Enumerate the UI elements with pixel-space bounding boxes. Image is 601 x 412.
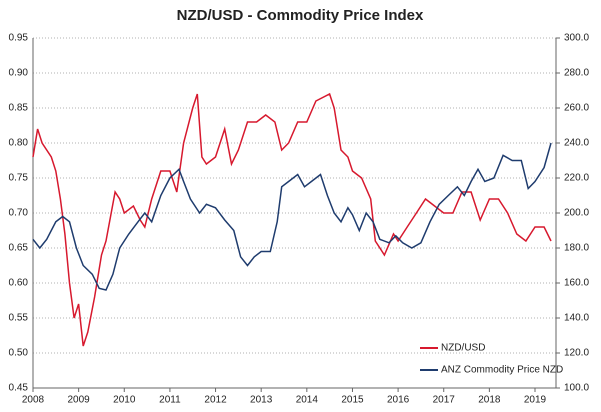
y-tick-label: 0.65 [9, 243, 29, 254]
x-tick-label: 2010 [113, 395, 136, 406]
legend-label: ANZ Commodity Price NZD [441, 365, 563, 376]
y2-tick-label: 180.0 [564, 243, 589, 254]
y2-tick-label: 160.0 [564, 278, 589, 289]
x-tick-label: 2013 [250, 395, 273, 406]
y-tick-label: 0.45 [9, 383, 29, 394]
y-tick-label: 0.85 [9, 103, 29, 114]
line [32, 142, 552, 291]
x-tick-label: 2017 [433, 395, 456, 406]
y2-tick-label: 300.0 [564, 33, 589, 44]
y-tick-label: 0.90 [9, 68, 29, 79]
y-tick-label: 0.60 [9, 278, 29, 289]
x-tick-label: 2012 [204, 395, 227, 406]
x-tick-label: 2014 [296, 395, 319, 406]
chart-title: NZD/USD - Commodity Price Index [177, 7, 424, 24]
y2-tick-label: 260.0 [564, 103, 589, 114]
y2-tick-label: 240.0 [564, 138, 589, 149]
y2-tick-label: 100.0 [564, 383, 589, 394]
y2-tick-label: 220.0 [564, 173, 589, 184]
y2-tick-label: 200.0 [564, 208, 589, 219]
line [32, 92, 552, 347]
y2-tick-label: 140.0 [564, 313, 589, 324]
x-tick-label: 2019 [524, 395, 547, 406]
x-tick-label: 2008 [22, 395, 45, 406]
x-tick-label: 2016 [387, 395, 410, 406]
y-tick-label: 0.75 [9, 173, 29, 184]
x-tick-label: 2009 [68, 395, 91, 406]
y2-tick-label: 280.0 [564, 68, 589, 79]
y-tick-label: 0.55 [9, 313, 29, 324]
x-tick-label: 2015 [341, 395, 364, 406]
x-tick-label: 2011 [159, 395, 181, 406]
y2-tick-label: 120.0 [564, 348, 589, 359]
y-tick-label: 0.95 [9, 33, 29, 44]
x-tick-label: 2018 [478, 395, 501, 406]
legend-label: NZD/USD [441, 343, 485, 354]
y-tick-label: 0.70 [9, 208, 29, 219]
y-tick-label: 0.50 [9, 348, 29, 359]
y-tick-label: 0.80 [9, 138, 29, 149]
